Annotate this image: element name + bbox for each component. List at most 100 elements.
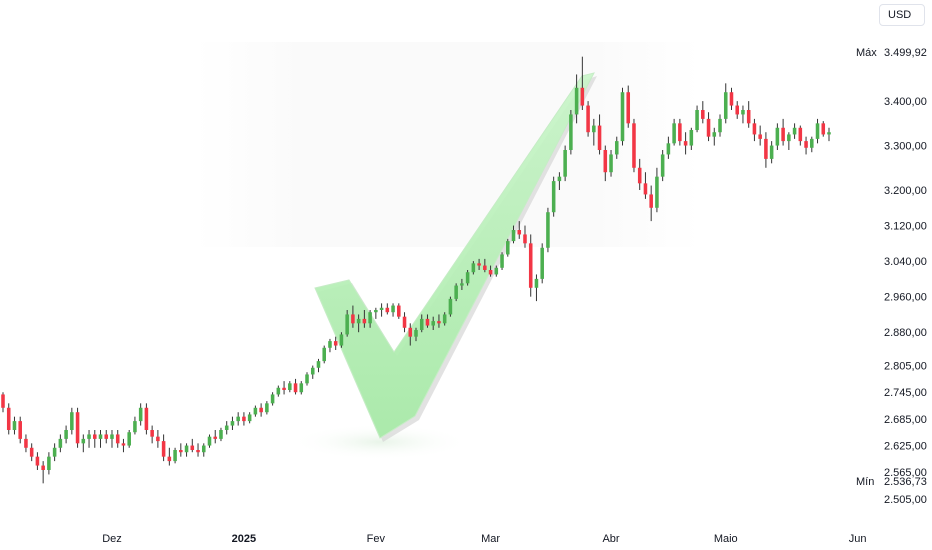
candle-body bbox=[12, 421, 17, 430]
candle-body bbox=[454, 285, 458, 299]
candle-body bbox=[729, 92, 734, 106]
candle-body bbox=[655, 176, 659, 208]
candle-body bbox=[546, 212, 550, 248]
candle-body bbox=[230, 421, 235, 426]
candle-body bbox=[92, 434, 97, 439]
candle-body bbox=[465, 272, 470, 284]
candle-body bbox=[603, 150, 608, 173]
candle-body bbox=[1, 394, 5, 408]
x-tick-label: Fev bbox=[367, 533, 386, 545]
candle-body bbox=[29, 447, 34, 457]
candle-body bbox=[551, 181, 556, 213]
candle-body bbox=[471, 263, 476, 273]
candle-body bbox=[425, 318, 430, 326]
candle-body bbox=[41, 465, 45, 470]
candle-body bbox=[75, 412, 80, 444]
candle-body bbox=[586, 105, 590, 133]
candle-body bbox=[821, 123, 826, 135]
time-axis[interactable]: Dez2025FevMarAbrMaioJunJul bbox=[102, 533, 932, 545]
candle-body bbox=[563, 150, 567, 177]
candle-body bbox=[253, 407, 258, 415]
candle-body bbox=[24, 438, 28, 448]
candle-body bbox=[305, 374, 309, 384]
candle-body bbox=[201, 445, 206, 453]
y-tick-label: 2.565,00 bbox=[884, 467, 927, 479]
candle-body bbox=[310, 367, 315, 375]
checkmark-body bbox=[314, 72, 595, 439]
candle-body bbox=[18, 421, 22, 439]
candle-body bbox=[184, 445, 189, 453]
candle-body bbox=[815, 123, 820, 139]
candle-body bbox=[339, 334, 344, 346]
candle-body bbox=[523, 234, 527, 244]
candle-body bbox=[391, 305, 395, 313]
y-tick-label: 2.745,00 bbox=[884, 387, 927, 399]
candle-body bbox=[419, 318, 424, 330]
candle-body bbox=[138, 407, 143, 422]
candle-body bbox=[483, 265, 487, 270]
candle-body bbox=[678, 123, 682, 142]
candle-body bbox=[316, 361, 321, 368]
x-tick-label: Mar bbox=[481, 533, 500, 545]
candle-body bbox=[333, 341, 338, 346]
candle-body bbox=[764, 138, 768, 159]
candle-body bbox=[505, 241, 510, 255]
candle-body bbox=[167, 456, 172, 462]
candle-body bbox=[632, 123, 636, 168]
candle-body bbox=[718, 118, 722, 133]
candle-body bbox=[115, 434, 120, 444]
candle-body bbox=[47, 456, 51, 470]
candle-body bbox=[179, 450, 183, 453]
candle-body bbox=[781, 127, 785, 142]
candle-body bbox=[500, 254, 504, 268]
candle-body bbox=[408, 327, 413, 337]
checkmark-floor-shadow bbox=[290, 424, 470, 460]
candle-body bbox=[110, 434, 114, 439]
candle-body bbox=[293, 383, 298, 393]
candle-body bbox=[511, 230, 516, 242]
candle-body bbox=[190, 445, 195, 450]
candle-body bbox=[328, 341, 332, 348]
candle-body bbox=[247, 414, 252, 422]
candle-body bbox=[827, 132, 831, 135]
candle-body bbox=[288, 383, 292, 390]
candle-body bbox=[746, 110, 751, 124]
candle-body bbox=[213, 436, 218, 439]
candle-body bbox=[265, 403, 269, 413]
y-tick-label: 3.040,00 bbox=[884, 256, 927, 268]
candle-body bbox=[104, 434, 109, 439]
candle-body bbox=[70, 412, 74, 430]
candle-body bbox=[477, 263, 481, 266]
candle-body bbox=[534, 278, 539, 288]
candle-body bbox=[540, 247, 544, 279]
candle-body bbox=[723, 92, 728, 119]
candle-body bbox=[81, 438, 86, 444]
candle-body bbox=[144, 407, 149, 430]
candle-body bbox=[259, 407, 263, 413]
candle-body bbox=[196, 450, 200, 453]
y-tick-label: 2.505,00 bbox=[884, 494, 927, 506]
candle-body bbox=[156, 436, 160, 442]
candle-body bbox=[488, 270, 493, 275]
candle-body bbox=[660, 154, 665, 177]
candle-body bbox=[270, 394, 275, 404]
candle-body bbox=[758, 134, 762, 139]
candle-body bbox=[442, 314, 447, 324]
candle-body bbox=[614, 141, 619, 155]
candle-body bbox=[609, 154, 613, 173]
candle-body bbox=[98, 434, 103, 439]
candle-body bbox=[643, 183, 648, 195]
candle-body bbox=[52, 447, 57, 457]
price-axis[interactable]: 3.400,00 3.300,00 3.200,00 3.120,00 3.040,00… bbox=[884, 96, 927, 506]
candle-body bbox=[735, 105, 740, 115]
candle-body bbox=[448, 298, 453, 315]
currency-selector[interactable]: USD bbox=[879, 4, 925, 26]
candle-body bbox=[695, 110, 699, 130]
candle-body bbox=[689, 130, 694, 146]
candle-body bbox=[242, 416, 246, 422]
candle-body bbox=[592, 125, 596, 133]
candle-body bbox=[236, 416, 240, 422]
x-tick-label: Dez bbox=[102, 533, 122, 545]
